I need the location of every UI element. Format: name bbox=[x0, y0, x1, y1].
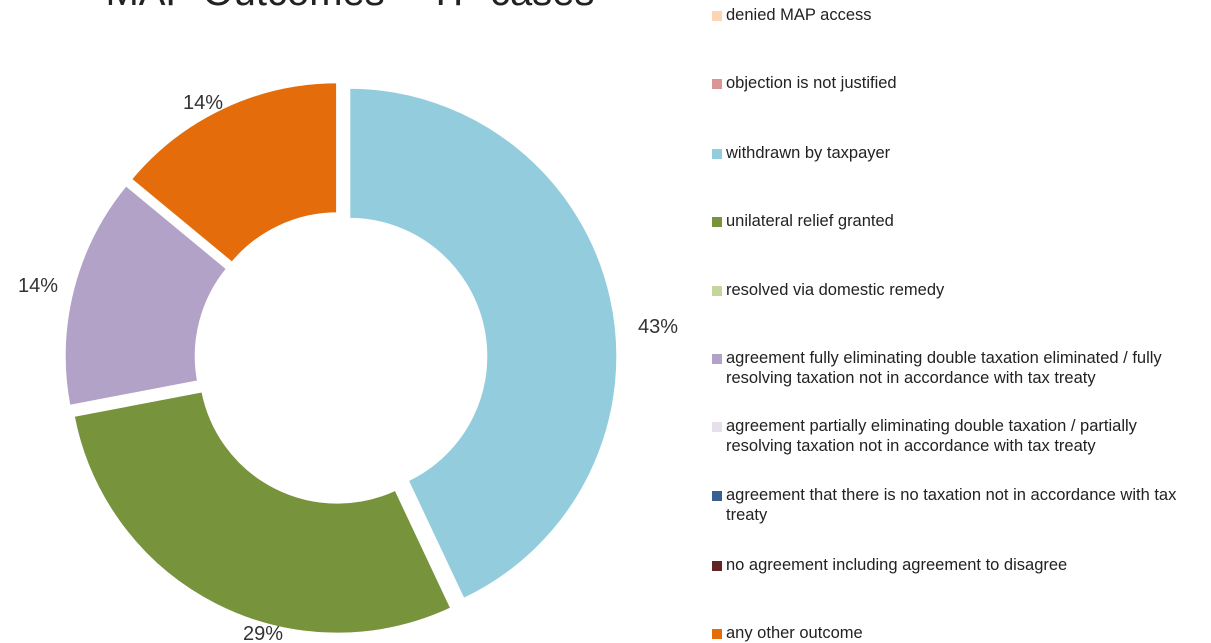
legend-swatch bbox=[712, 354, 722, 364]
legend-item: withdrawn by taxpayer bbox=[712, 143, 1202, 163]
legend-label: agreement that there is no taxation not … bbox=[726, 486, 1177, 524]
slice-any-other bbox=[128, 80, 340, 266]
legend-swatch bbox=[712, 149, 722, 159]
legend-item: objection is not justified bbox=[712, 73, 1202, 93]
slice-agreement-fully bbox=[62, 182, 230, 409]
legend-label: no agreement including agreement to disa… bbox=[726, 556, 1068, 574]
legend-swatch bbox=[712, 217, 722, 227]
legend-label: agreement fully eliminating double taxat… bbox=[726, 349, 1162, 387]
donut-chart: 43% 29% 14% 14% bbox=[18, 80, 678, 643]
chart-title: MAP Outcomes – TP cases bbox=[0, 0, 700, 15]
legend-swatch bbox=[712, 491, 722, 501]
legend-item: unilateral relief granted bbox=[712, 211, 1202, 231]
legend-swatch bbox=[712, 286, 722, 296]
legend: denied MAP access objection is not justif… bbox=[712, 0, 1202, 643]
slice-data-label: 29% bbox=[243, 623, 283, 643]
slice-data-label: 14% bbox=[183, 92, 223, 114]
legend-label: withdrawn by taxpayer bbox=[726, 144, 891, 162]
legend-item: agreement fully eliminating double taxat… bbox=[712, 348, 1202, 388]
legend-swatch bbox=[712, 629, 722, 639]
legend-item: denied MAP access bbox=[712, 5, 1202, 25]
legend-item: no agreement including agreement to disa… bbox=[712, 555, 1202, 575]
slice-withdrawn-by bbox=[347, 85, 620, 602]
legend-swatch bbox=[712, 79, 722, 89]
legend-label: resolved via domestic remedy bbox=[726, 281, 945, 299]
legend-swatch bbox=[712, 422, 722, 432]
legend-label: objection is not justified bbox=[726, 74, 897, 92]
slice-data-label: 43% bbox=[638, 316, 678, 338]
legend-label: unilateral relief granted bbox=[726, 212, 894, 230]
legend-item: agreement that there is no taxation not … bbox=[712, 485, 1202, 525]
legend-item: any other outcome bbox=[712, 623, 1202, 643]
legend-label: denied MAP access bbox=[726, 6, 872, 24]
legend-label: any other outcome bbox=[726, 624, 863, 642]
legend-item: resolved via domestic remedy bbox=[712, 280, 1202, 300]
slice-unilateral-relief bbox=[71, 389, 454, 636]
legend-swatch bbox=[712, 561, 722, 571]
legend-swatch bbox=[712, 11, 722, 21]
legend-label: agreement partially eliminating double t… bbox=[726, 417, 1137, 455]
legend-item: agreement partially eliminating double t… bbox=[712, 416, 1202, 456]
slice-data-label: 14% bbox=[18, 275, 58, 297]
